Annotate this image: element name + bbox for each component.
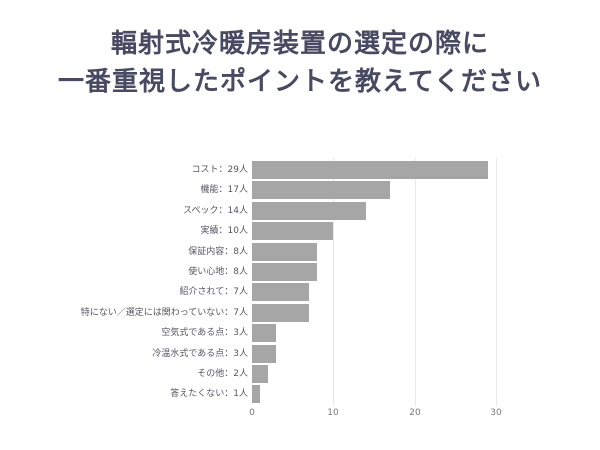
chart-title-line-1: 輻射式冷暖房装置の選定の際に [110,29,489,59]
gridline-10 [333,158,334,406]
chart-title-line-2: 一番重視したポイントを教えてください [58,67,542,97]
x-tick-label: 30 [490,408,502,418]
category-label: スペック：14人 [183,206,248,216]
bar [252,181,390,199]
bar [252,304,309,322]
x-tick-label: 0 [249,408,255,418]
bar [252,243,317,261]
gridline-20 [415,158,416,406]
bar [252,202,366,220]
category-label: コスト：29人 [191,165,248,175]
category-label: 冷温水式である点：3人 [152,349,248,359]
x-tick-label: 20 [409,408,421,418]
category-label: 保証内容：8人 [188,247,248,257]
bar [252,263,317,281]
bar [252,385,260,403]
bar [252,161,488,179]
gridline-30 [496,158,497,406]
x-tick-label: 10 [327,408,339,418]
category-label: 答えたくない：1人 [170,389,248,399]
bar [252,222,333,240]
category-label: 特にない／選定には関わっていない：7人 [80,308,248,318]
bar [252,283,309,301]
category-label: 実績：10人 [200,226,248,236]
bar [252,345,276,363]
category-label: 空気式である点：3人 [161,328,248,338]
category-label: 使い心地：8人 [188,267,248,277]
bar [252,365,268,383]
category-label: 機能：17人 [200,185,248,195]
category-label: その他：2人 [197,369,248,379]
category-label: 紹介されて：7人 [179,287,248,297]
bar [252,324,276,342]
